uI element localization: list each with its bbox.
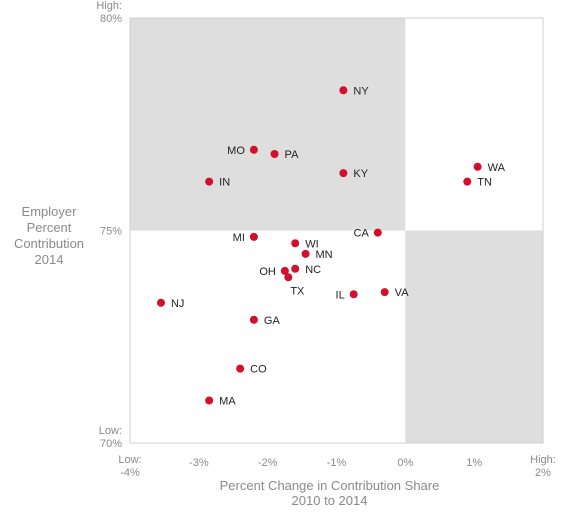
point-ma bbox=[205, 396, 214, 405]
point-nj bbox=[156, 298, 165, 307]
y-tick-label: Low: 70% bbox=[99, 425, 122, 450]
shaded-quadrant-bottom-right bbox=[405, 230, 543, 443]
point-ky bbox=[339, 169, 348, 178]
shaded-quadrant-top-left bbox=[130, 18, 406, 231]
point-wa bbox=[473, 162, 482, 171]
point-tn bbox=[463, 177, 472, 186]
point-ny bbox=[339, 86, 348, 95]
point-label-ky: KY bbox=[353, 168, 368, 180]
point-ga bbox=[249, 315, 258, 324]
point-label-nj: NJ bbox=[171, 298, 184, 310]
point-nc bbox=[291, 264, 300, 273]
point-label-mn: MN bbox=[316, 249, 333, 261]
point-label-mo: MO bbox=[227, 145, 245, 157]
point-label-il: IL bbox=[336, 289, 345, 301]
point-oh bbox=[280, 266, 289, 275]
point-ca bbox=[373, 228, 382, 237]
plot-border bbox=[129, 17, 544, 444]
point-label-mi: MI bbox=[233, 232, 245, 244]
y-axis-title-text: Employer Percent Contribution 2014 bbox=[14, 204, 84, 267]
point-tx bbox=[284, 273, 293, 282]
y-tick-label: 75% bbox=[100, 226, 122, 238]
point-label-tx: TX bbox=[290, 285, 305, 297]
point-in bbox=[205, 177, 214, 186]
y-tick-label: High: 80% bbox=[96, 0, 122, 25]
x-tick-label: 1% bbox=[466, 457, 482, 469]
x-tick-label: -1% bbox=[327, 457, 347, 469]
x-axis-title-text: Percent Change in Contribution Share 2010… bbox=[220, 478, 440, 508]
x-tick-label: 0% bbox=[397, 457, 413, 469]
x-tick-label: -2% bbox=[258, 457, 278, 469]
point-label-co: CO bbox=[250, 364, 267, 376]
point-label-ny: NY bbox=[353, 85, 369, 97]
point-mn bbox=[301, 249, 310, 258]
point-label-ma: MA bbox=[219, 396, 236, 408]
point-label-wi: WI bbox=[305, 238, 318, 250]
x-tick-label: High: 2% bbox=[530, 454, 556, 479]
y-axis-ticks: High: 80% 75% Low: 70% bbox=[96, 0, 122, 450]
point-label-nc: NC bbox=[305, 264, 321, 276]
x-tick-label: Low: -4% bbox=[118, 454, 141, 479]
point-il bbox=[349, 290, 358, 299]
point-va bbox=[380, 288, 389, 297]
point-wi bbox=[291, 239, 300, 248]
y-axis-title: Employer Percent Contribution 2014 bbox=[14, 204, 84, 267]
x-axis-title: Percent Change in Contribution Share 2010… bbox=[220, 478, 440, 508]
point-label-va: VA bbox=[395, 287, 410, 299]
point-label-ca: CA bbox=[354, 228, 370, 240]
x-tick-label: -3% bbox=[189, 457, 209, 469]
point-label-pa: PA bbox=[285, 149, 300, 161]
point-label-in: IN bbox=[219, 177, 230, 189]
point-pa bbox=[270, 150, 279, 158]
point-mo bbox=[249, 145, 258, 154]
point-label-wa: WA bbox=[488, 162, 506, 174]
point-co bbox=[236, 364, 245, 373]
point-label-oh: OH bbox=[259, 266, 276, 278]
point-label-tn: TN bbox=[477, 177, 492, 189]
point-label-ga: GA bbox=[264, 315, 281, 327]
quadrant-backgrounds bbox=[129, 17, 544, 444]
x-axis-ticks: Low: -4% -3% -2% -1% 0% 1% High: 2% bbox=[118, 454, 555, 479]
point-mi bbox=[249, 232, 258, 241]
